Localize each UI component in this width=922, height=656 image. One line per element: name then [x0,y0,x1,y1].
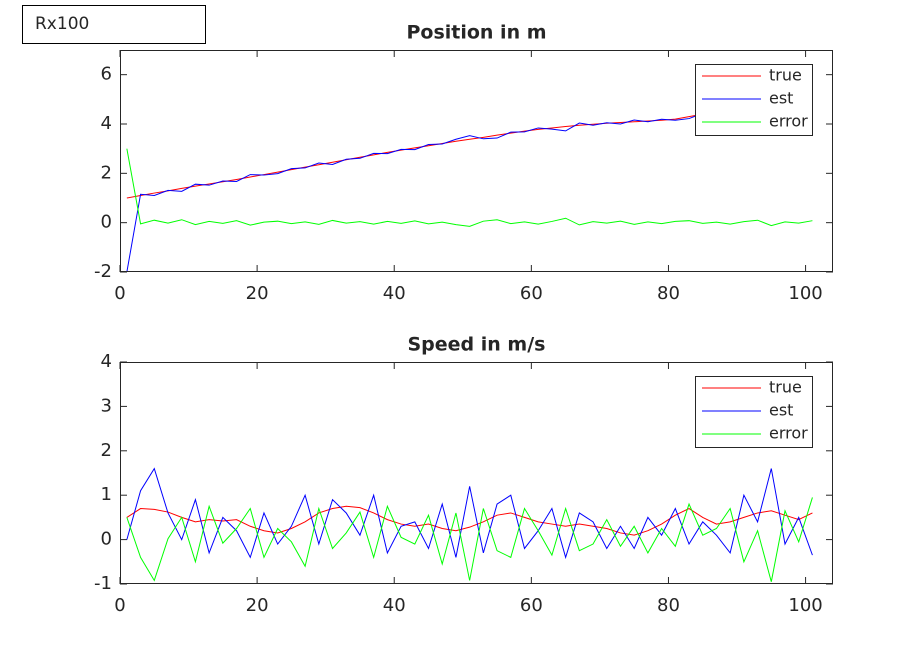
axes-box [120,362,833,584]
legend-label: error [769,424,808,443]
y-tick-label: 4 [101,351,112,372]
y-tick-label: 2 [101,162,112,183]
y-tick-label: -2 [94,261,112,282]
series-line [126,497,813,582]
legend-label: est [769,401,793,420]
x-tick-label: 40 [383,595,406,616]
x-tick-label: 0 [114,283,125,304]
legend-label: est [769,89,793,108]
y-tick-label: -1 [94,573,112,594]
figure-label: Rx100 [35,14,89,34]
label-box [22,5,206,44]
x-tick-label: 80 [657,595,680,616]
y-tick-label: 2 [101,440,112,461]
plot-area [126,467,813,582]
legend-label: true [769,66,802,85]
x-tick-label: 60 [520,283,543,304]
axes-box [120,50,833,272]
y-tick-label: 0 [101,212,112,233]
series-line [126,148,813,227]
series-line [126,467,813,560]
y-tick-label: 6 [101,64,112,85]
x-tick-label: 20 [246,595,269,616]
legend-label: error [769,112,808,131]
x-tick-label: 80 [657,283,680,304]
x-tick-label: 20 [246,283,269,304]
y-tick-label: 4 [101,113,112,134]
x-tick-label: 60 [520,595,543,616]
chart-title: Position in m [406,22,546,44]
x-tick-label: 40 [383,283,406,304]
chart-title: Speed in m/s [408,334,546,356]
y-tick-label: 3 [101,395,112,416]
x-tick-label: 100 [788,283,822,304]
legend-label: true [769,378,802,397]
x-tick-label: 0 [114,595,125,616]
y-tick-label: 0 [101,529,112,550]
x-tick-label: 100 [788,595,822,616]
y-tick-label: 1 [101,484,112,505]
